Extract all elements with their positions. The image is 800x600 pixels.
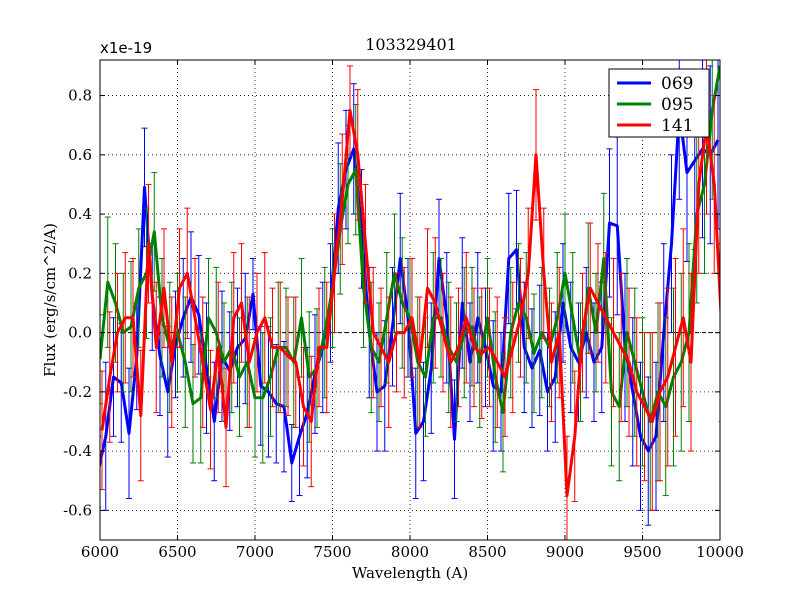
series-095 — [100, 60, 720, 511]
series-layer — [100, 60, 720, 540]
tick-layer: 6000 6500 7000 7500 8000 8500 9000 9500 10000 -0.… — [63, 60, 744, 561]
chart-title: 103329401 — [365, 35, 457, 54]
x-tick-label: 8000 — [391, 543, 429, 561]
y-tick-label: 0.6 — [68, 146, 92, 164]
x-tick-label: 6000 — [81, 543, 119, 561]
y-tick-label: -0.6 — [63, 501, 92, 519]
y-axis-label: Flux (erg/s/cm^2/A) — [41, 223, 59, 377]
legend-label: 141 — [661, 116, 693, 136]
x-tick-label: 9000 — [546, 543, 584, 561]
x-tick-label: 8500 — [468, 543, 506, 561]
y-tick-label: 0.2 — [68, 264, 92, 282]
y-scale-label: x1e-19 — [100, 39, 152, 57]
x-axis-label: Wavelength (A) — [352, 564, 468, 582]
y-tick-label: 0.0 — [68, 324, 92, 342]
x-tick-label: 6500 — [158, 543, 196, 561]
y-tick-label: 0.8 — [68, 87, 92, 105]
y-tick-label: 0.4 — [68, 205, 92, 223]
legend-label: 069 — [661, 74, 693, 94]
y-tick-label: -0.4 — [63, 442, 92, 460]
x-tick-label: 7500 — [313, 543, 351, 561]
legend-label: 095 — [661, 95, 693, 115]
x-tick-label: 10000 — [696, 543, 744, 561]
series-141 — [100, 60, 720, 540]
series-line-141 — [100, 108, 720, 498]
x-tick-label: 9500 — [623, 543, 661, 561]
x-tick-label: 7000 — [236, 543, 274, 561]
y-tick-label: -0.2 — [63, 383, 92, 401]
